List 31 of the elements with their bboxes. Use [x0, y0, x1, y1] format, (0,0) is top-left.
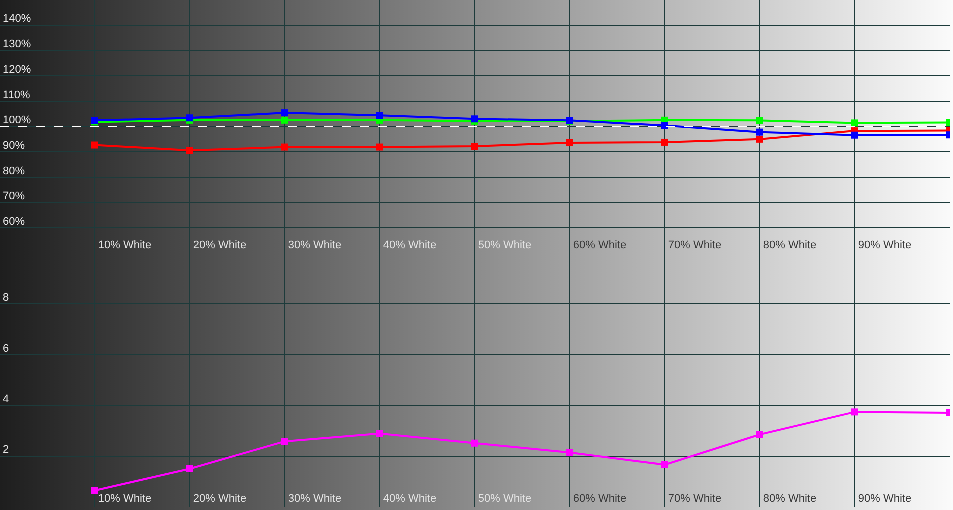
y-tick-label: 120%: [3, 64, 32, 76]
x-tick-label: 20% White: [193, 239, 247, 252]
x-tick-label: 90% White: [858, 492, 912, 505]
y-tick-label: 80%: [3, 165, 26, 178]
x-tick-label: 70% White: [668, 492, 722, 505]
x-tick-label: 30% White: [288, 492, 342, 505]
x-tick-label: 50% White: [478, 492, 532, 505]
x-tick-label: 60% White: [573, 492, 627, 505]
y-tick-label: 60%: [3, 216, 26, 228]
x-tick-label: 10% White: [98, 239, 152, 252]
y-tick-label: 6: [3, 342, 10, 355]
y-tick-label: 130%: [3, 38, 32, 51]
y-tick-label: 110%: [3, 89, 31, 102]
y-tick-label: 70%: [3, 190, 26, 203]
y-tick-label: 100%: [3, 114, 32, 127]
y-tick-label: 8: [3, 292, 10, 304]
y-tick-label: 90%: [3, 140, 26, 152]
x-tick-label: 80% White: [763, 492, 817, 505]
x-tick-label: 40% White: [383, 492, 437, 505]
x-tick-label: 10% White: [98, 492, 152, 505]
y-tick-label: 2: [3, 444, 10, 456]
x-tick-label: 70% White: [668, 239, 722, 252]
x-tick-label: 20% White: [193, 492, 247, 505]
x-tick-label: 80% White: [763, 239, 817, 252]
y-tick-label: 140%: [3, 13, 32, 26]
x-tick-label: 90% White: [858, 239, 912, 252]
x-tick-label: 40% White: [383, 239, 437, 252]
x-tick-label: 50% White: [478, 239, 532, 252]
x-tick-label: 60% White: [573, 239, 627, 252]
x-tick-label: 30% White: [288, 239, 342, 252]
y-tick-label: 4: [3, 393, 10, 406]
